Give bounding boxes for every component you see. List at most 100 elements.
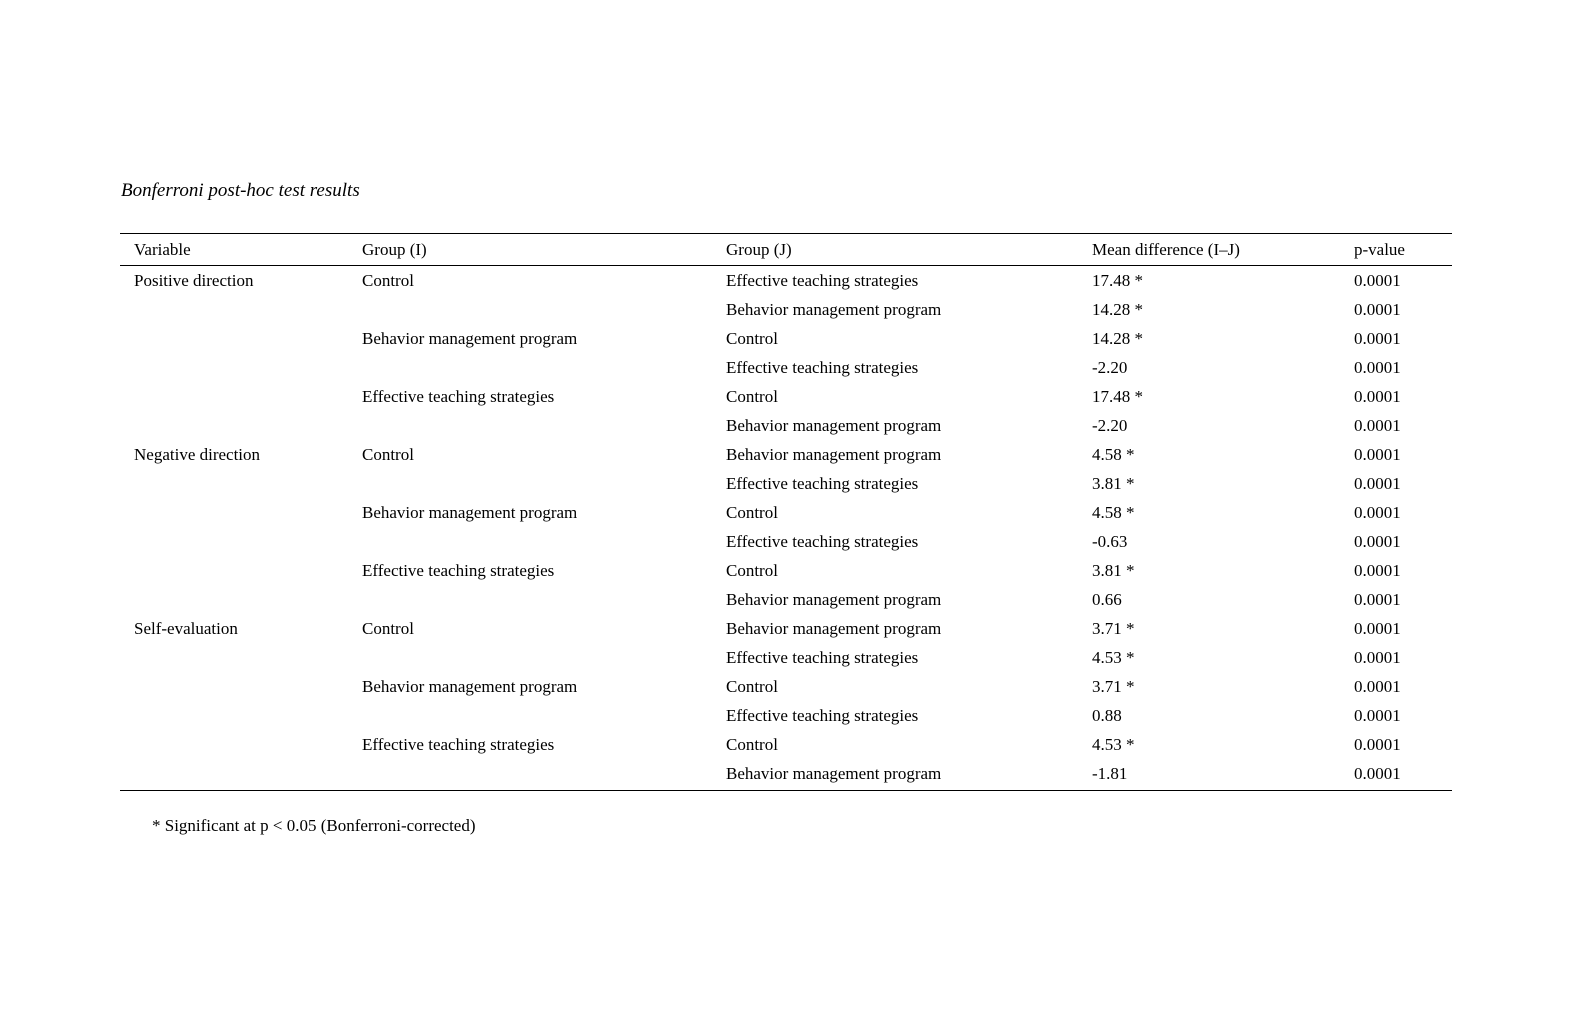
- header-group-j: Group (J): [712, 233, 1078, 266]
- bonferroni-results-table: Variable Group (I) Group (J) Mean differ…: [120, 233, 1452, 791]
- cell-variable: [120, 730, 348, 759]
- cell-p-value: 0.0001: [1354, 735, 1401, 754]
- cell-group-j: Effective teaching strategies: [726, 474, 919, 493]
- cell-mean-diff: 4.53 *: [1092, 735, 1135, 754]
- cell-p-value: 0.0001: [1354, 416, 1401, 435]
- cell-variable: [120, 643, 348, 672]
- cell-group-i: [348, 701, 712, 730]
- cell-group-i: Behavior management program: [362, 503, 578, 522]
- cell-mean-diff: 3.81 *: [1092, 561, 1135, 580]
- cell-group-j: Behavior management program: [726, 300, 942, 319]
- cell-mean-diff: 4.58 *: [1092, 445, 1135, 464]
- header-mean-diff: Mean difference (I–J): [1078, 233, 1340, 266]
- header-variable: Variable: [120, 233, 348, 266]
- cell-variable: [120, 469, 348, 498]
- significance-footnote: * Significant at p < 0.05 (Bonferroni-co…: [152, 816, 476, 835]
- cell-group-i: [348, 643, 712, 672]
- table-row: Effective teaching strategies Control 3.81…: [120, 556, 1452, 585]
- table-row: Behavior management program Control 14.28 …: [120, 324, 1452, 353]
- table-row: Behavior management program Control 4.58 *…: [120, 498, 1452, 527]
- cell-group-i: [348, 411, 712, 440]
- cell-p-value: 0.0001: [1354, 271, 1401, 290]
- table-header: Variable Group (I) Group (J) Mean differ…: [120, 233, 1452, 266]
- cell-p-value: 0.0001: [1354, 387, 1401, 406]
- table-row: Behavior management program 0.66 0.0001: [120, 585, 1452, 614]
- cell-group-i: Effective teaching strategies: [362, 561, 555, 580]
- cell-mean-diff: 0.88: [1092, 706, 1122, 725]
- table-row: Positive direction Control Effective teach…: [120, 266, 1452, 296]
- cell-group-j: Control: [726, 503, 778, 522]
- cell-mean-diff: -0.63: [1092, 532, 1128, 551]
- cell-variable: [120, 759, 348, 791]
- cell-group-j: Effective teaching strategies: [726, 648, 919, 667]
- cell-p-value: 0.0001: [1354, 532, 1401, 551]
- cell-mean-diff: 3.81 *: [1092, 474, 1135, 493]
- cell-p-value: 0.0001: [1354, 706, 1401, 725]
- cell-p-value: 0.0001: [1340, 759, 1452, 791]
- cell-p-value: 0.0001: [1354, 329, 1401, 348]
- cell-group-j: Effective teaching strategies: [726, 358, 919, 377]
- table-row: Self-evaluation Control Behavior managemen…: [120, 614, 1452, 643]
- cell-p-value: 0.0001: [1354, 474, 1401, 493]
- cell-p-value: 0.0001: [1354, 300, 1401, 319]
- cell-group-i: Control: [362, 271, 414, 290]
- cell-mean-diff: -1.81: [1078, 759, 1340, 791]
- cell-p-value: 0.0001: [1354, 648, 1401, 667]
- cell-p-value: 0.0001: [1354, 445, 1401, 464]
- cell-group-j: Effective teaching strategies: [726, 271, 919, 290]
- cell-variable: [120, 382, 348, 411]
- cell-group-i: Control: [362, 619, 414, 638]
- cell-mean-diff: 3.71 *: [1092, 619, 1135, 638]
- cell-variable: Negative direction: [134, 445, 261, 464]
- cell-mean-diff: 0.66: [1092, 590, 1122, 609]
- cell-group-j: Effective teaching strategies: [726, 706, 919, 725]
- cell-group-i: [348, 353, 712, 382]
- cell-group-i: [348, 295, 712, 324]
- cell-variable: [120, 411, 348, 440]
- cell-group-i: Control: [362, 445, 414, 464]
- cell-variable: Positive direction: [134, 271, 254, 290]
- cell-mean-diff: -2.20: [1092, 416, 1128, 435]
- cell-group-j: Control: [726, 329, 778, 348]
- cell-mean-diff: 17.48 *: [1092, 271, 1143, 290]
- cell-group-j: Control: [726, 735, 778, 754]
- cell-p-value: 0.0001: [1354, 561, 1401, 580]
- cell-group-j: Behavior management program: [726, 619, 942, 638]
- cell-group-j: Control: [726, 561, 778, 580]
- table-row: Effective teaching strategies -2.20 0.0001: [120, 353, 1452, 382]
- table-row: Behavior management program -1.81 0.0001: [120, 759, 1452, 791]
- cell-p-value: 0.0001: [1354, 619, 1401, 638]
- table-row: Behavior management program Control 3.71 *…: [120, 672, 1452, 701]
- cell-group-j: Behavior management program: [726, 590, 942, 609]
- cell-group-j: Behavior management program: [726, 416, 942, 435]
- cell-group-i: [348, 527, 712, 556]
- cell-variable: [120, 701, 348, 730]
- header-row: Variable Group (I) Group (J) Mean differ…: [120, 233, 1452, 266]
- cell-mean-diff: 4.53 *: [1092, 648, 1135, 667]
- cell-group-i: Effective teaching strategies: [362, 387, 555, 406]
- cell-mean-diff: 14.28 *: [1092, 329, 1143, 348]
- cell-mean-diff: 14.28 *: [1092, 300, 1143, 319]
- table-row: Effective teaching strategies Control 4.53…: [120, 730, 1452, 759]
- cell-variable: [120, 556, 348, 585]
- cell-variable: [120, 498, 348, 527]
- table-row: Effective teaching strategies Control 17.4…: [120, 382, 1452, 411]
- header-group-i: Group (I): [348, 233, 712, 266]
- cell-variable: [120, 324, 348, 353]
- cell-group-i: [348, 469, 712, 498]
- table-row: Behavior management program 14.28 * 0.0001: [120, 295, 1452, 324]
- cell-group-j: Control: [726, 677, 778, 696]
- table-body: Positive direction Control Effective teach…: [120, 266, 1452, 791]
- header-p-value: p-value: [1340, 233, 1452, 266]
- cell-variable: [120, 353, 348, 382]
- table-row: Effective teaching strategies 3.81 * 0.000…: [120, 469, 1452, 498]
- table-row: Effective teaching strategies 0.88 0.0001: [120, 701, 1452, 730]
- cell-group-j: Effective teaching strategies: [726, 532, 919, 551]
- cell-p-value: 0.0001: [1354, 677, 1401, 696]
- cell-mean-diff: 17.48 *: [1092, 387, 1143, 406]
- cell-variable: [120, 672, 348, 701]
- cell-mean-diff: 3.71 *: [1092, 677, 1135, 696]
- table-row: Negative direction Control Behavior manage…: [120, 440, 1452, 469]
- cell-group-i: [348, 585, 712, 614]
